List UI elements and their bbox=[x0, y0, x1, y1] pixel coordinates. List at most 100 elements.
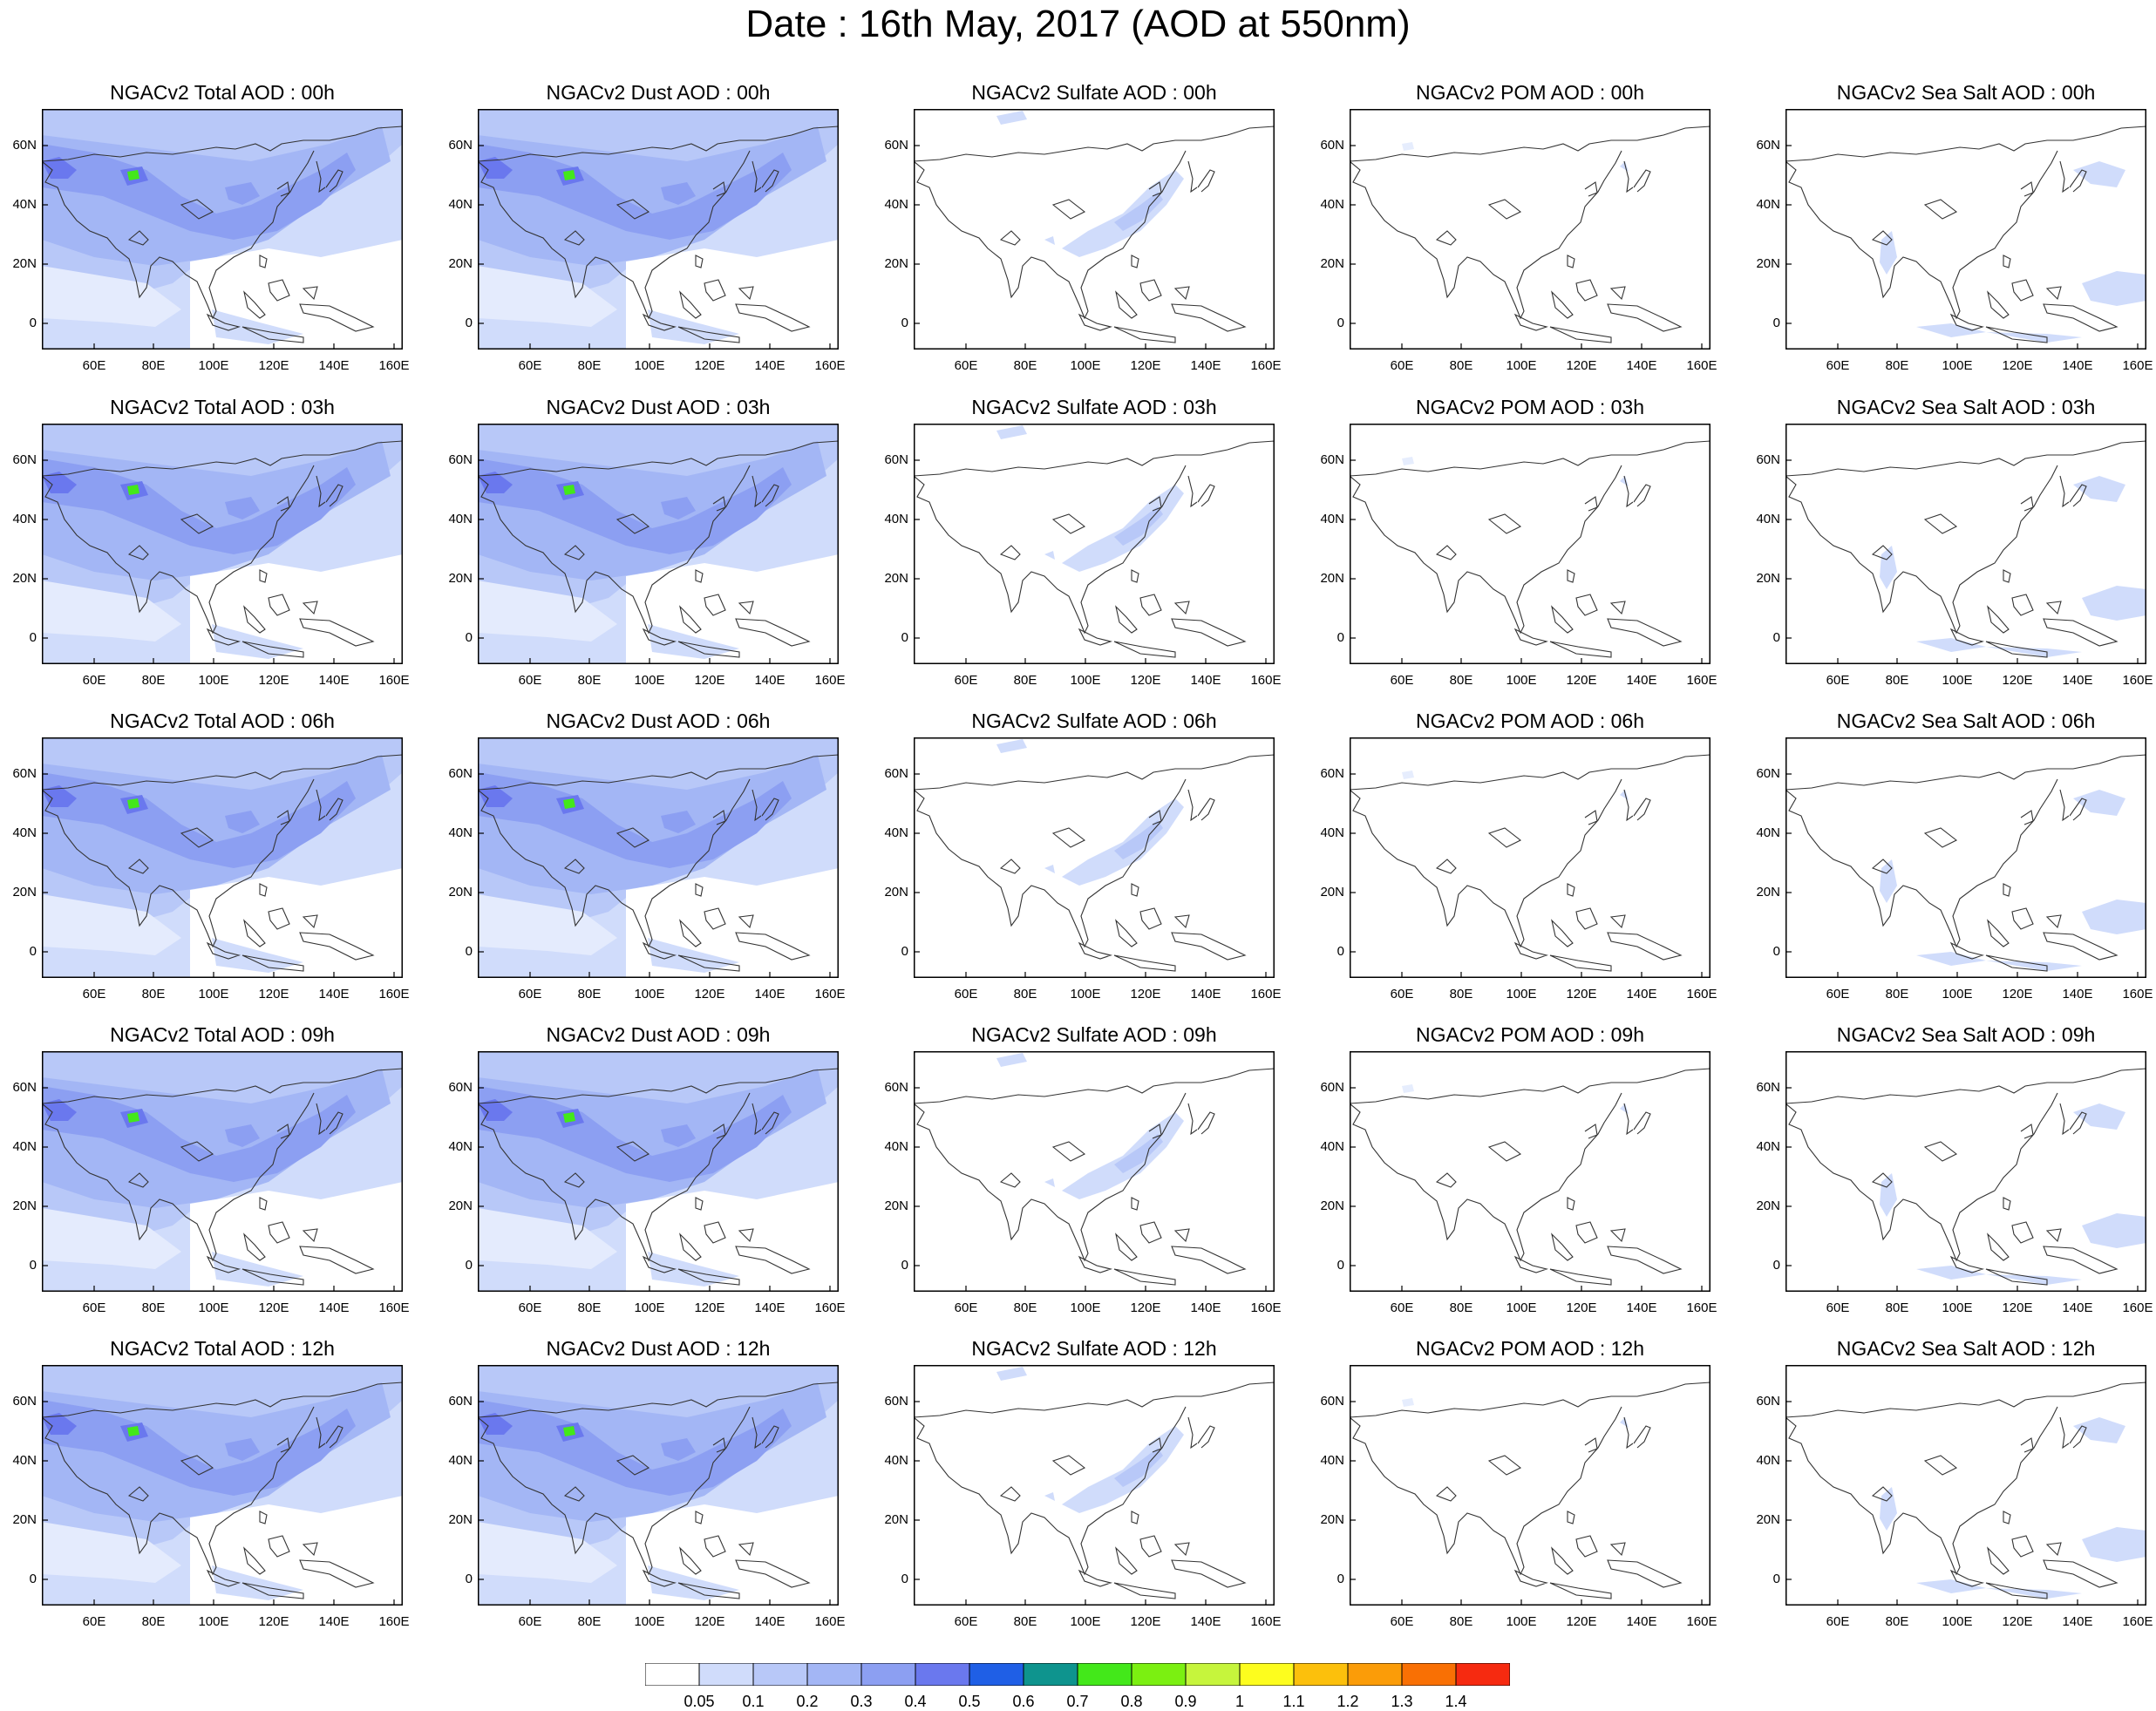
x-tick-label: 80E bbox=[1885, 1300, 1909, 1315]
coastline bbox=[914, 440, 1275, 658]
y-tick-label: 0 bbox=[1336, 944, 1344, 959]
y-tick-label: 60N bbox=[884, 138, 908, 153]
aod-field bbox=[996, 739, 1184, 886]
y-tick-label: 0 bbox=[901, 1572, 908, 1586]
x-tick-label: 100E bbox=[1942, 358, 1973, 373]
x-tick-label: 80E bbox=[1885, 673, 1909, 688]
x-tick-label: 80E bbox=[577, 987, 602, 1001]
panel-title: NGACv2 Total AOD : 12h bbox=[110, 1337, 335, 1360]
y-tick-label: 40N bbox=[12, 512, 37, 526]
colorbar-label: 0.1 bbox=[742, 1693, 765, 1710]
x-tick-label: 160E bbox=[2122, 987, 2153, 1001]
coastline bbox=[914, 1068, 1275, 1286]
aod-field bbox=[42, 424, 403, 664]
y-tick-label: 20N bbox=[1756, 571, 1780, 586]
x-tick-label: 100E bbox=[1506, 1300, 1537, 1315]
y-tick-label: 0 bbox=[1772, 1258, 1780, 1273]
panel-title: NGACv2 Sea Salt AOD : 09h bbox=[1836, 1023, 2096, 1046]
x-tick-label: 140E bbox=[318, 1300, 350, 1315]
y-tick-label: 20N bbox=[448, 885, 473, 900]
x-tick-label: 60E bbox=[954, 987, 978, 1001]
x-tick-label: 100E bbox=[198, 1300, 229, 1315]
map-frame-border bbox=[914, 424, 1275, 664]
x-tick-label: 120E bbox=[2002, 358, 2033, 373]
panel-title: NGACv2 Sulfate AOD : 12h bbox=[971, 1337, 1217, 1360]
x-tick-label: 60E bbox=[1390, 1300, 1414, 1315]
x-tick-label: 80E bbox=[1885, 987, 1909, 1001]
y-tick-label: 0 bbox=[1772, 944, 1780, 959]
x-tick-label: 140E bbox=[754, 1614, 786, 1629]
x-tick-label: 140E bbox=[1626, 673, 1657, 688]
x-tick-label: 140E bbox=[754, 1300, 786, 1315]
y-tick-label: 60N bbox=[12, 138, 37, 153]
x-tick-label: 160E bbox=[814, 987, 846, 1001]
panel-title: NGACv2 Total AOD : 00h bbox=[110, 81, 335, 104]
seasalt-aod-map bbox=[1785, 737, 2146, 978]
coastline bbox=[1785, 126, 2146, 343]
y-tick-label: 60N bbox=[1320, 1080, 1344, 1095]
colorbar-box bbox=[915, 1663, 970, 1686]
colorbar-label: 0.8 bbox=[1120, 1693, 1143, 1710]
x-tick-label: 80E bbox=[577, 1300, 602, 1315]
dust-aod-map bbox=[478, 1051, 839, 1292]
y-tick-label: 40N bbox=[1756, 825, 1780, 840]
y-tick-label: 60N bbox=[1320, 1394, 1344, 1409]
y-tick-label: 20N bbox=[12, 885, 37, 900]
panel-title: NGACv2 POM AOD : 12h bbox=[1415, 1337, 1645, 1360]
map-frame-border bbox=[1785, 1051, 2146, 1292]
x-tick-label: 80E bbox=[1013, 1300, 1037, 1315]
panel-title: NGACv2 POM AOD : 03h bbox=[1415, 396, 1645, 418]
x-tick-label: 120E bbox=[694, 1614, 725, 1629]
coastline bbox=[42, 1068, 403, 1286]
y-tick-label: 20N bbox=[884, 885, 908, 900]
y-tick-label: 0 bbox=[465, 630, 473, 645]
y-tick-label: 20N bbox=[884, 571, 908, 586]
x-tick-label: 60E bbox=[82, 1614, 106, 1629]
coastline bbox=[42, 126, 403, 343]
dust-aod-map bbox=[478, 737, 839, 978]
y-tick-label: 40N bbox=[884, 512, 908, 526]
map-frame-border bbox=[478, 737, 839, 978]
x-tick-label: 120E bbox=[1566, 673, 1597, 688]
x-tick-label: 80E bbox=[1449, 673, 1473, 688]
aod-field bbox=[996, 425, 1184, 572]
x-tick-label: 160E bbox=[1686, 1614, 1717, 1629]
y-tick-label: 40N bbox=[884, 197, 908, 212]
x-tick-label: 80E bbox=[141, 358, 166, 373]
pom-aod-map bbox=[1350, 424, 1711, 664]
aod-field bbox=[478, 109, 839, 350]
colorbar-label: 0.5 bbox=[958, 1693, 981, 1710]
map-frame-border bbox=[1350, 424, 1711, 664]
x-tick-label: 100E bbox=[634, 987, 665, 1001]
colorbar-box bbox=[752, 1663, 808, 1686]
y-tick-label: 0 bbox=[465, 1572, 473, 1586]
total-aod-map bbox=[42, 424, 403, 664]
colorbar-box bbox=[860, 1663, 916, 1686]
y-tick-label: 60N bbox=[448, 766, 473, 781]
y-tick-label: 60N bbox=[1756, 138, 1780, 153]
aod-field bbox=[478, 424, 839, 664]
colorbar-label: 1.3 bbox=[1391, 1693, 1413, 1710]
y-tick-label: 20N bbox=[12, 1512, 37, 1527]
x-tick-label: 140E bbox=[2062, 673, 2093, 688]
x-tick-label: 120E bbox=[1566, 987, 1597, 1001]
dust-aod-map bbox=[478, 109, 839, 350]
y-tick-label: 20N bbox=[448, 256, 473, 271]
map-frame-border bbox=[42, 1365, 403, 1606]
y-tick-label: 0 bbox=[29, 316, 37, 330]
y-tick-label: 0 bbox=[465, 1258, 473, 1273]
panel-title: NGACv2 Sulfate AOD : 00h bbox=[971, 81, 1217, 104]
x-tick-label: 100E bbox=[198, 673, 229, 688]
x-tick-label: 140E bbox=[318, 358, 350, 373]
y-tick-label: 60N bbox=[1756, 1394, 1780, 1409]
y-tick-label: 60N bbox=[1320, 138, 1344, 153]
x-tick-label: 160E bbox=[1686, 987, 1717, 1001]
x-tick-label: 120E bbox=[1130, 1614, 1161, 1629]
aod-field bbox=[996, 1367, 1184, 1513]
x-tick-label: 140E bbox=[318, 1614, 350, 1629]
x-tick-label: 160E bbox=[1686, 673, 1717, 688]
y-tick-label: 20N bbox=[1320, 1198, 1344, 1213]
colorbar-box bbox=[1239, 1663, 1295, 1686]
colorbar-label: 0.05 bbox=[684, 1693, 715, 1710]
colorbar-label: 1 bbox=[1234, 1693, 1245, 1710]
